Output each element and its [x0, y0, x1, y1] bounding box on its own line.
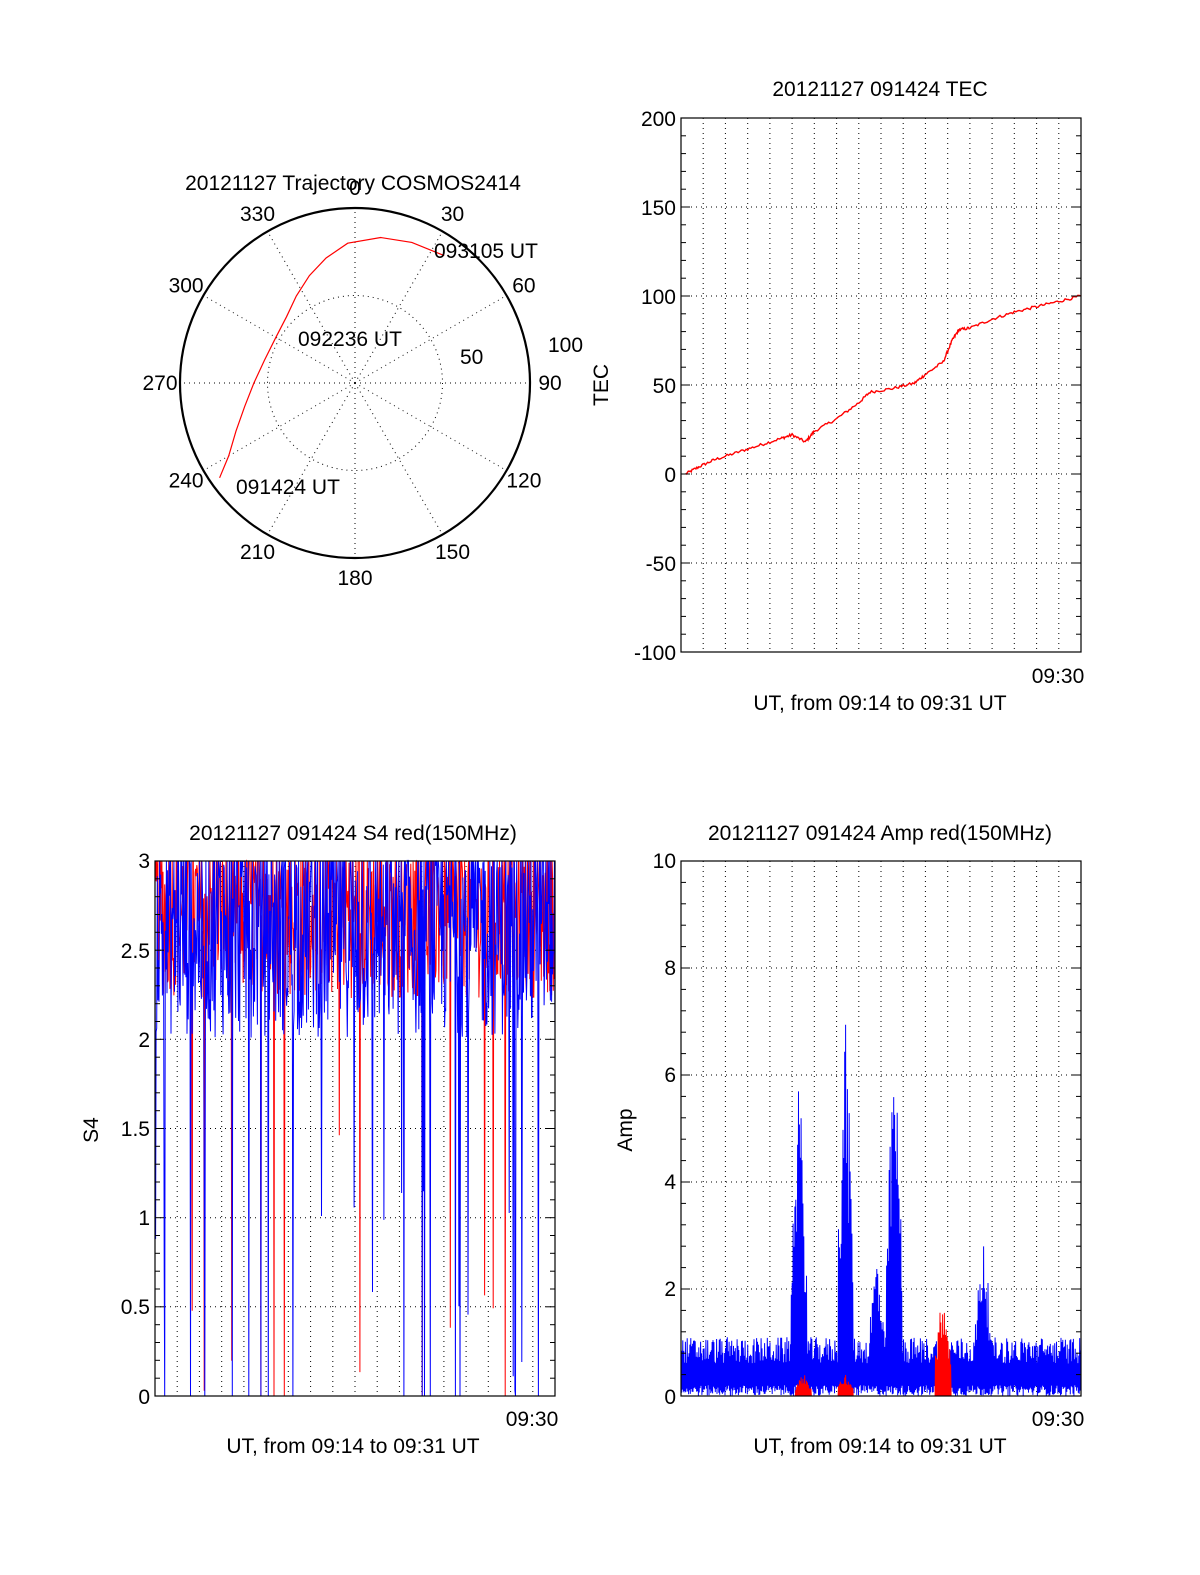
polar-spoke [267, 231, 356, 384]
tec-ytick-minus50: -50 [646, 553, 676, 576]
trajectory-end-label: 093105 UT [434, 240, 538, 263]
trajectory-line [219, 236, 445, 479]
polar-spoke [203, 295, 356, 384]
trajectory-mid-label: 092236 UT [298, 328, 402, 351]
polar-spoke [267, 382, 356, 535]
polar-angle-label: 120 [506, 470, 541, 493]
polar-angle-label: 210 [240, 541, 275, 564]
polar-spoke [354, 382, 443, 535]
tec-ytick-100: 100 [641, 286, 676, 309]
polar-spoke [203, 382, 356, 471]
polar-angle-label: 330 [240, 203, 275, 226]
trajectory-start-label: 091424 UT [236, 476, 340, 499]
polar-angle-label: 300 [169, 275, 204, 298]
amp-ytick-4: 4 [664, 1171, 676, 1194]
amp-ytick-10: 10 [653, 850, 676, 873]
s4-ytick-0: 0 [138, 1386, 150, 1409]
polar-angle-label: 0 [349, 177, 361, 200]
amp-y-ticks [681, 860, 1081, 1397]
polar-angle-label: 60 [512, 275, 535, 298]
amp-ylabel: Amp [614, 1108, 637, 1151]
polar-outer-circle [178, 206, 532, 560]
polar-angle-labels: 0 30 60 90 120 150 180 210 240 270 300 330 [142, 177, 561, 590]
amp-ytick-6: 6 [664, 1064, 676, 1087]
tec-ytick-0: 0 [664, 464, 676, 487]
polar-angle-label: 240 [169, 470, 204, 493]
s4-xtick-0930: 09:30 [506, 1408, 559, 1431]
tec-ytick-200: 200 [641, 108, 676, 131]
tec-xlabel: UT, from 09:14 to 09:31 UT [753, 692, 1006, 715]
tec-ylabel: TEC [590, 364, 613, 406]
tec-series-line [685, 294, 1082, 475]
amp-plot-frame [680, 860, 1082, 1397]
s4-panel: 20121127 091424 S4 red(150MHz) 3 2.5 2 1… [80, 822, 558, 1458]
amp-ytick-8: 8 [664, 957, 676, 980]
tec-ytick-minus100: -100 [634, 642, 676, 665]
tec-ytick-50: 50 [653, 375, 676, 398]
tec-ytick-150: 150 [641, 197, 676, 220]
tec-xtick-0930: 09:30 [1032, 665, 1085, 688]
tec-grid [681, 118, 1081, 652]
polar-spoke [354, 382, 507, 471]
amp-grid [681, 861, 1081, 1396]
amp-ytick-0: 0 [664, 1386, 676, 1409]
polar-angle-label: 150 [435, 541, 470, 564]
tec-panel: 20121127 091424 TEC 200 150 100 50 0 -50… [590, 78, 1084, 715]
amp-panel: 20121127 091424 Amp red(150MHz) 10 8 6 4… [614, 822, 1084, 1458]
polar-spoke [354, 295, 507, 384]
polar-angle-label: 180 [337, 567, 372, 590]
s4-ytick-2: 2 [138, 1029, 150, 1052]
polar-title: 20121127 Trajectory COSMOS2414 [185, 172, 521, 195]
s4-y-ticks [155, 860, 555, 1397]
amp-ytick-2: 2 [664, 1278, 676, 1301]
s4-ytick-1: 1 [138, 1207, 150, 1230]
s4-series-blue [154, 859, 556, 1397]
polar-angle-label: 90 [538, 372, 561, 395]
polar-panel: 20121127 Trajectory COSMOS2414 0 30 60 90 12… [142, 172, 583, 590]
polar-grid [180, 208, 530, 558]
tec-y-ticks [681, 117, 1081, 653]
amp-series-blue [680, 1024, 1082, 1397]
polar-angle-label: 270 [142, 372, 177, 395]
polar-spoke [354, 231, 443, 384]
s4-ytick-0.5: 0.5 [121, 1296, 150, 1319]
polar-radius-label-50: 50 [460, 346, 483, 369]
amp-xtick-0930: 09:30 [1032, 1408, 1085, 1431]
s4-title: 20121127 091424 S4 red(150MHz) [189, 822, 517, 845]
amp-xlabel: UT, from 09:14 to 09:31 UT [753, 1435, 1006, 1458]
s4-xlabel: UT, from 09:14 to 09:31 UT [226, 1435, 479, 1458]
polar-angle-label: 30 [441, 203, 464, 226]
polar-radius-label-100: 100 [548, 334, 583, 357]
s4-ytick-3: 3 [138, 850, 150, 873]
s4-ytick-1.5: 1.5 [121, 1118, 150, 1141]
amp-title: 20121127 091424 Amp red(150MHz) [708, 822, 1052, 845]
s4-ytick-2.5: 2.5 [121, 940, 150, 963]
tec-title: 20121127 091424 TEC [772, 78, 987, 101]
polar-ring-mid [267, 295, 443, 471]
s4-ylabel: S4 [80, 1117, 103, 1143]
